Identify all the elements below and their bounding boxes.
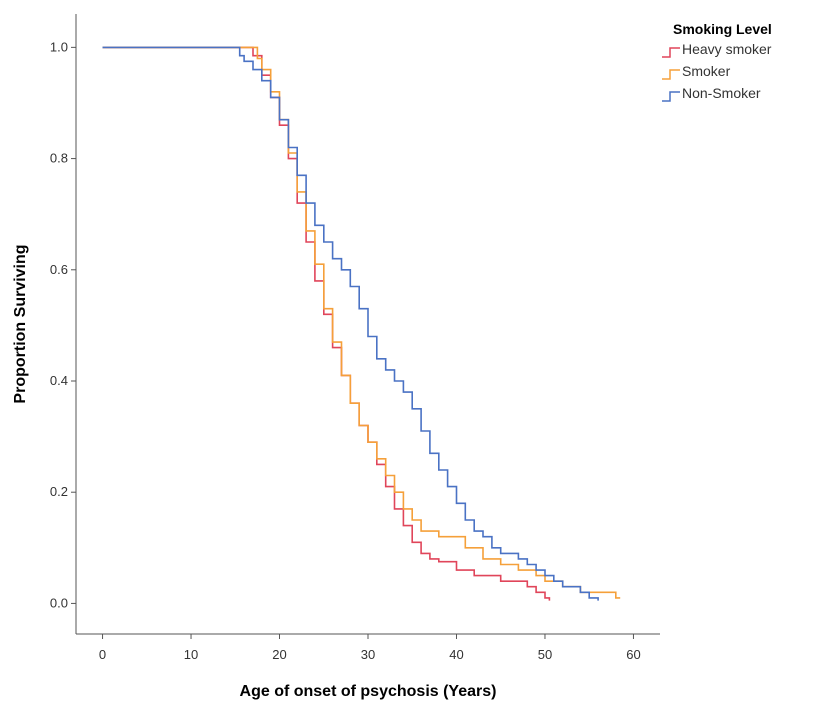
y-tick-label: 0.0 [50, 595, 68, 610]
series-layer [102, 46, 621, 601]
x-tick-label: 0 [99, 647, 106, 662]
legend-swatch-non-smoker [662, 91, 680, 102]
x-tick-label: 10 [184, 647, 198, 662]
series-line-smoker [102, 46, 621, 599]
y-tick-label: 1.0 [50, 39, 68, 54]
legend-title: Smoking Level [673, 21, 772, 37]
series-line-heavy-smoker [102, 46, 551, 601]
legend-label-heavy-smoker: Heavy smoker [682, 41, 772, 57]
x-axis-ticks: 0 10 20 30 40 50 60 [99, 634, 641, 662]
legend: Smoking Level Heavy smoker Smoker Non-Smok… [662, 21, 772, 102]
y-tick-label: 0.6 [50, 262, 68, 277]
x-tick-label: 40 [449, 647, 463, 662]
x-axis-title: Age of onset of psychosis (Years) [240, 683, 497, 700]
legend-label-smoker: Smoker [682, 63, 731, 79]
y-axis-ticks: 0.0 0.2 0.4 0.6 0.8 1.0 [50, 39, 76, 610]
legend-items: Heavy smoker Smoker Non-Smoker [662, 41, 772, 102]
legend-label-non-smoker: Non-Smoker [682, 85, 761, 101]
y-tick-label: 0.4 [50, 373, 68, 388]
x-tick-label: 60 [626, 647, 640, 662]
y-tick-label: 0.2 [50, 484, 68, 499]
y-tick-label: 0.8 [50, 151, 68, 166]
x-tick-label: 30 [361, 647, 375, 662]
legend-swatch-heavy-smoker [662, 47, 680, 58]
legend-swatch-smoker [662, 69, 680, 80]
x-tick-label: 50 [538, 647, 552, 662]
y-axis-title: Proportion Surviving [12, 244, 29, 403]
x-tick-label: 20 [272, 647, 286, 662]
series-line-non-smoker [102, 46, 599, 601]
